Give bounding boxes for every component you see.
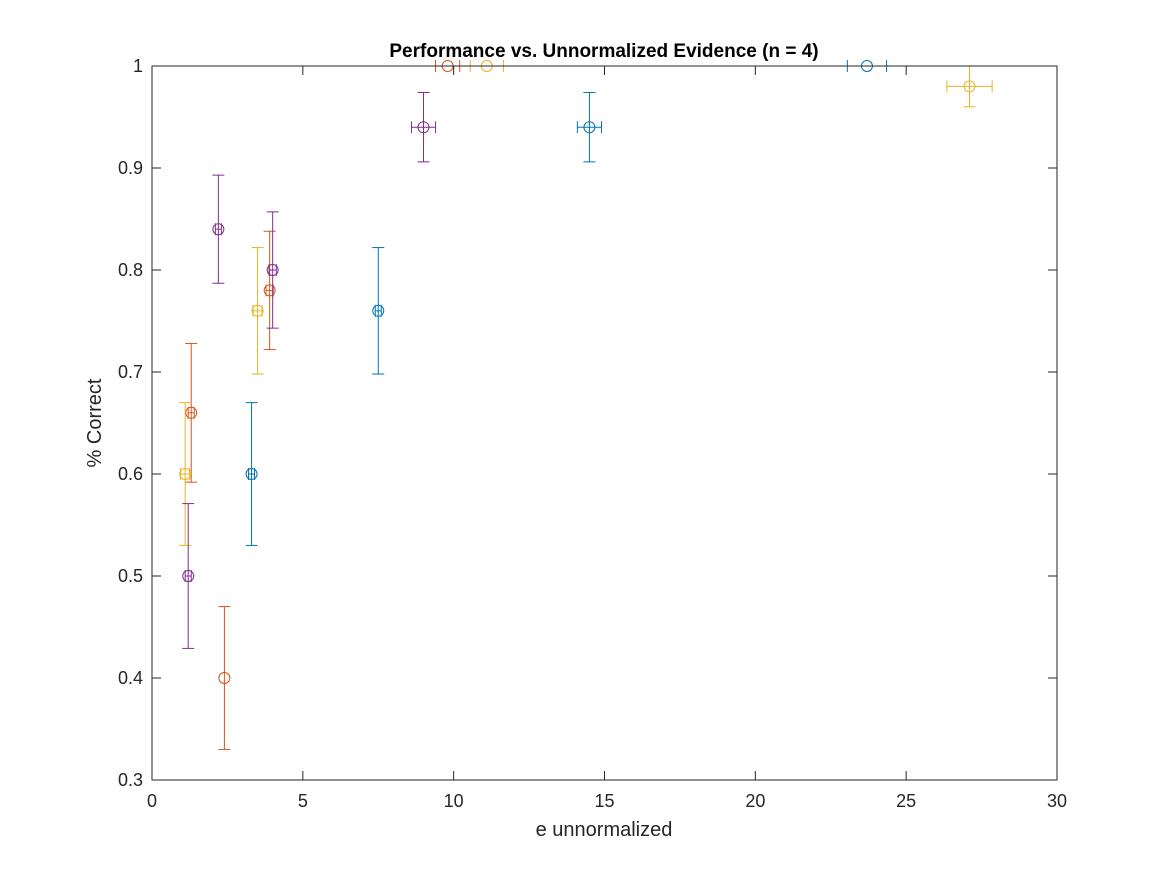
point-marker [185, 406, 198, 419]
point-marker [583, 121, 596, 134]
data-point [576, 92, 602, 163]
y-tick-label: 0.3 [118, 770, 143, 790]
y-axis-ticks: 0.3 0.4 0.5 0.6 0.7 0.8 0.9 1 [118, 56, 1057, 790]
y-tick-label: 1 [133, 56, 143, 76]
y-tick-label: 0.6 [118, 464, 143, 484]
y-tick-label: 0.4 [118, 668, 143, 688]
data-point [218, 606, 231, 750]
point-marker [179, 468, 192, 480]
data-point [372, 247, 385, 375]
point-marker [417, 121, 430, 134]
plot-area [152, 66, 1057, 780]
chart-title: Performance vs. Unnormalized Evidence (n… [389, 41, 818, 62]
series-4 [182, 92, 437, 649]
point-marker [266, 264, 279, 276]
x-tick-label: 20 [745, 791, 765, 811]
data-point [263, 230, 276, 351]
y-axis-label: % Correct [84, 378, 106, 467]
data-point [182, 503, 195, 649]
x-axis-label: e unnormalized [536, 819, 673, 841]
y-tick-label: 0.7 [118, 362, 143, 382]
point-marker [212, 223, 225, 236]
x-axis-ticks: 0 5 10 15 20 25 30 [147, 66, 1067, 811]
y-tick-label: 0.9 [118, 158, 143, 178]
point-marker [182, 570, 195, 582]
data-point [212, 174, 225, 284]
point-marker [963, 80, 976, 93]
plot-background [152, 66, 1057, 780]
data-point [245, 402, 258, 546]
data-point [410, 92, 437, 163]
x-tick-label: 25 [896, 791, 916, 811]
y-tick-label: 0.8 [118, 260, 143, 280]
data-point [266, 211, 279, 329]
point-marker [263, 284, 276, 297]
y-tick-label: 0.5 [118, 566, 143, 586]
x-tick-label: 15 [594, 791, 614, 811]
x-tick-label: 10 [444, 791, 464, 811]
x-tick-label: 5 [298, 791, 308, 811]
data-point [185, 342, 198, 483]
data-point [251, 247, 264, 375]
x-tick-label: 30 [1047, 791, 1067, 811]
point-marker [218, 672, 231, 684]
point-marker [245, 468, 258, 480]
data-point [179, 402, 192, 546]
x-tick-label: 0 [147, 791, 157, 811]
point-marker [372, 304, 385, 317]
point-marker [251, 304, 264, 317]
